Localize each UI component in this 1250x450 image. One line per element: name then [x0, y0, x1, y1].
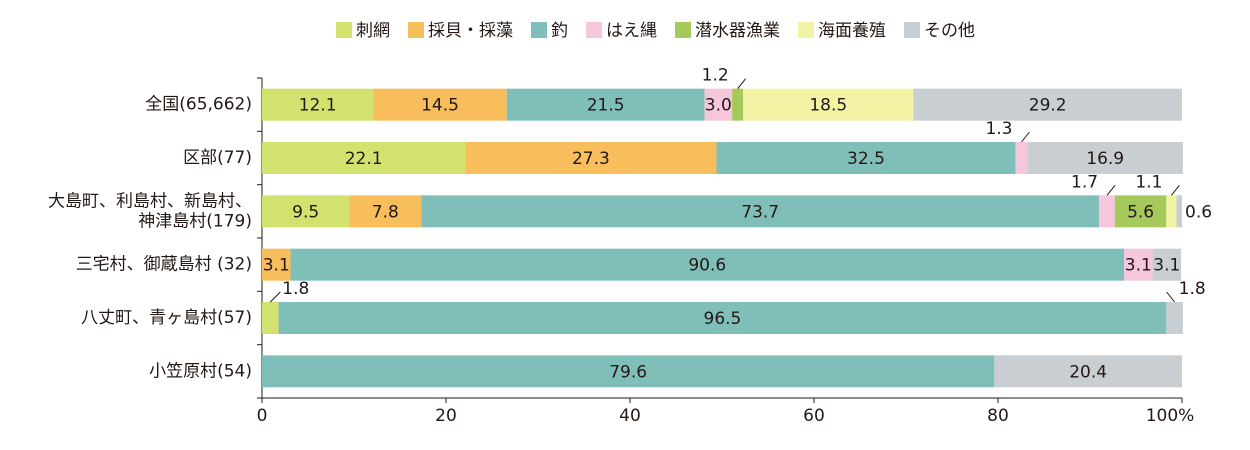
legend-label: 採貝・採藻: [428, 21, 513, 41]
bar-segment: [421, 195, 1100, 228]
bar-segment: [1124, 248, 1153, 281]
bar-segment: [262, 88, 374, 121]
bar-segment: [1176, 195, 1182, 228]
value-label: 1.7: [1071, 172, 1098, 192]
value-label: 14.5: [421, 96, 459, 116]
value-label: 1.1: [1135, 172, 1162, 192]
bar-segment: [262, 195, 350, 228]
value-label: 27.3: [572, 149, 610, 169]
category-label: 区部(77): [183, 148, 252, 168]
legend-label: 海面養殖: [818, 21, 886, 41]
leader-line: [1171, 185, 1180, 196]
value-label: 20.4: [1069, 362, 1107, 382]
value-label: 5.6: [1127, 202, 1154, 222]
legend-label: その他: [924, 21, 975, 41]
bar-segment: [743, 88, 914, 121]
bar-segment: [290, 248, 1125, 281]
value-label: 3.1: [1125, 256, 1152, 276]
legend-swatch: [336, 22, 352, 38]
value-label: 32.5: [847, 149, 885, 169]
bar-segment: [716, 142, 1016, 174]
legend-swatch: [408, 22, 424, 38]
legend-swatch: [586, 22, 602, 38]
bar-segment: [994, 355, 1182, 388]
bar-segment: [262, 142, 466, 174]
category-label: 八丈町、青ヶ島村(57): [81, 308, 252, 328]
value-label: 21.5: [587, 96, 625, 116]
value-label: 1.8: [282, 279, 309, 299]
bar-segment: [349, 195, 422, 228]
legend-label: はえ縄: [606, 21, 657, 41]
bar-segment: [506, 88, 705, 121]
bar-segment: [465, 142, 717, 174]
value-label: 29.2: [1029, 96, 1067, 116]
value-label: 9.5: [292, 202, 319, 222]
category-label: 小笠原村(54): [149, 361, 252, 381]
x-tick-label: 100%: [1146, 406, 1195, 426]
legend-swatch: [904, 22, 920, 38]
legend-swatch: [531, 22, 547, 38]
bar-segment: [732, 88, 744, 121]
x-tick-label: 0: [257, 406, 268, 426]
bar-segment: [704, 88, 733, 121]
bar-segment: [1015, 142, 1028, 174]
category-label: 三宅村、御蔵島村 (32): [76, 255, 252, 275]
leader-line: [1166, 291, 1176, 303]
bar-segment: [262, 302, 279, 334]
bar-segment: [1099, 195, 1115, 228]
x-tick-label: 60: [803, 406, 825, 426]
legend-swatch: [798, 22, 814, 38]
x-tick-label: 20: [435, 406, 457, 426]
bar-segment: [1027, 142, 1183, 174]
value-label: 3.0: [705, 96, 732, 116]
bar-segment: [1114, 195, 1167, 228]
bar-segment: [262, 355, 995, 388]
bar-segment: [1166, 302, 1183, 334]
leader-line: [269, 291, 281, 303]
value-label: 73.7: [741, 202, 779, 222]
value-label: 90.6: [688, 256, 726, 276]
bar-segment: [1166, 195, 1177, 228]
value-label: 12.1: [299, 96, 337, 116]
bar-segment: [278, 302, 1167, 334]
legend-label: 潜水器漁業: [695, 21, 780, 41]
bar-segment: [913, 88, 1182, 121]
bar-segment: [373, 88, 507, 121]
value-label: 79.6: [609, 362, 647, 382]
legend-swatch: [675, 22, 691, 38]
value-label: 18.5: [809, 96, 847, 116]
value-label: 3.1: [263, 256, 290, 276]
value-label: 1.2: [702, 66, 729, 86]
legend-label: 釣: [551, 21, 568, 41]
legend-label: 刺網: [356, 21, 390, 41]
leader-line: [1106, 185, 1116, 196]
leader-line: [737, 78, 747, 89]
value-label: 7.8: [372, 202, 399, 222]
category-label: 大島町、利島村、新島村、神津島村(179): [48, 191, 252, 231]
value-label: 1.3: [985, 119, 1012, 139]
category-label: 全国(65,662): [145, 95, 252, 115]
x-tick-label: 80: [987, 406, 1009, 426]
leader-line: [1021, 131, 1030, 143]
value-label: 22.1: [345, 149, 383, 169]
bar-segment: [1152, 248, 1182, 281]
bar-segment: [262, 248, 291, 281]
value-label: 96.5: [704, 309, 742, 329]
value-label: 3.1: [1153, 256, 1180, 276]
value-label: 16.9: [1086, 149, 1124, 169]
x-tick-label: 40: [619, 406, 641, 426]
value-label: 0.6: [1185, 202, 1212, 222]
value-label: 1.8: [1179, 279, 1206, 299]
